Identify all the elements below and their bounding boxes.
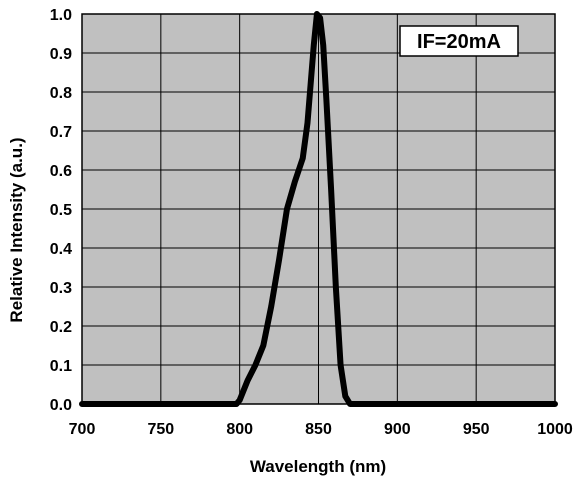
series-line <box>79 11 558 407</box>
x-tick-label: 950 <box>463 421 490 438</box>
x-tick-label: 750 <box>147 421 174 438</box>
annotation-box: IF=20mA <box>399 25 519 57</box>
y-tick-label: 0.9 <box>50 46 72 63</box>
y-tick-label: 0.7 <box>50 124 72 141</box>
x-tick-label: 700 <box>69 421 96 438</box>
x-axis-label: Wavelength (nm) <box>250 457 386 476</box>
y-tick-label: 0.0 <box>50 397 72 414</box>
y-tick-label: 0.8 <box>50 85 72 102</box>
y-axis-label: Relative Intensity (a.u.) <box>7 137 26 322</box>
y-tick-label: 0.2 <box>50 319 72 336</box>
annotation-box-bg <box>399 25 519 57</box>
annotation-label: IF=20mA <box>417 31 501 53</box>
x-tick-label: 1000 <box>537 421 573 438</box>
y-tick-label: 0.4 <box>50 241 72 258</box>
x-tick-label: 800 <box>226 421 253 438</box>
y-tick-label: 1.0 <box>50 7 72 24</box>
y-tick-label: 0.5 <box>50 202 72 219</box>
y-axis-ticks: 0.0 0.1 0.2 0.3 0.4 0.5 0.6 0.7 0.8 0.9 1.0 <box>50 7 72 414</box>
x-axis-ticks: 700 750 800 850 900 950 1000 <box>69 421 573 438</box>
y-tick-label: 0.6 <box>50 163 72 180</box>
x-tick-label: 900 <box>384 421 411 438</box>
x-tick-label: 850 <box>305 421 332 438</box>
y-tick-label: 0.3 <box>50 280 72 297</box>
y-tick-label: 0.1 <box>50 358 72 375</box>
grid <box>82 14 555 404</box>
